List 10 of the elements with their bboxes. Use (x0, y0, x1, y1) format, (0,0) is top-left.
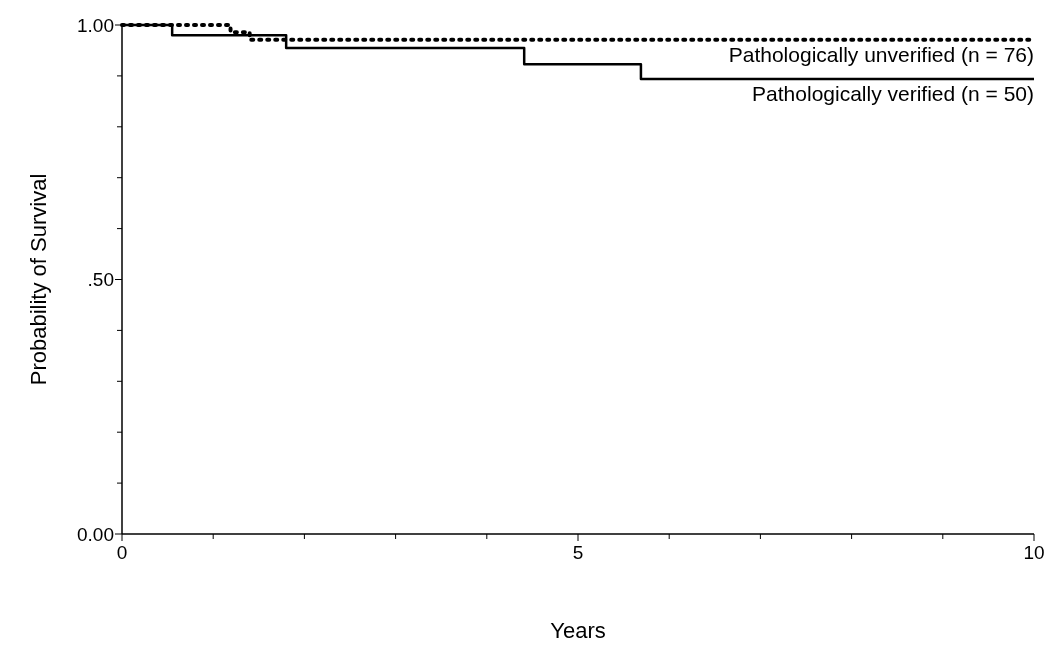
y-tick-label: 1.00 (77, 14, 114, 36)
x-tick-label: 10 (1023, 542, 1045, 563)
x-tick-label: 5 (572, 542, 584, 563)
series-label: Pathologically unverified (n = 76) (728, 42, 1034, 66)
y-tick-label: 0.00 (77, 523, 114, 545)
series-label: Pathologically verified (n = 50) (752, 81, 1034, 105)
x-tick-label: 0 (116, 542, 128, 563)
x-axis-title: Years (550, 618, 606, 643)
y-axis-title: Probability of Survival (26, 173, 51, 386)
y-tick-label: .50 (87, 269, 114, 291)
